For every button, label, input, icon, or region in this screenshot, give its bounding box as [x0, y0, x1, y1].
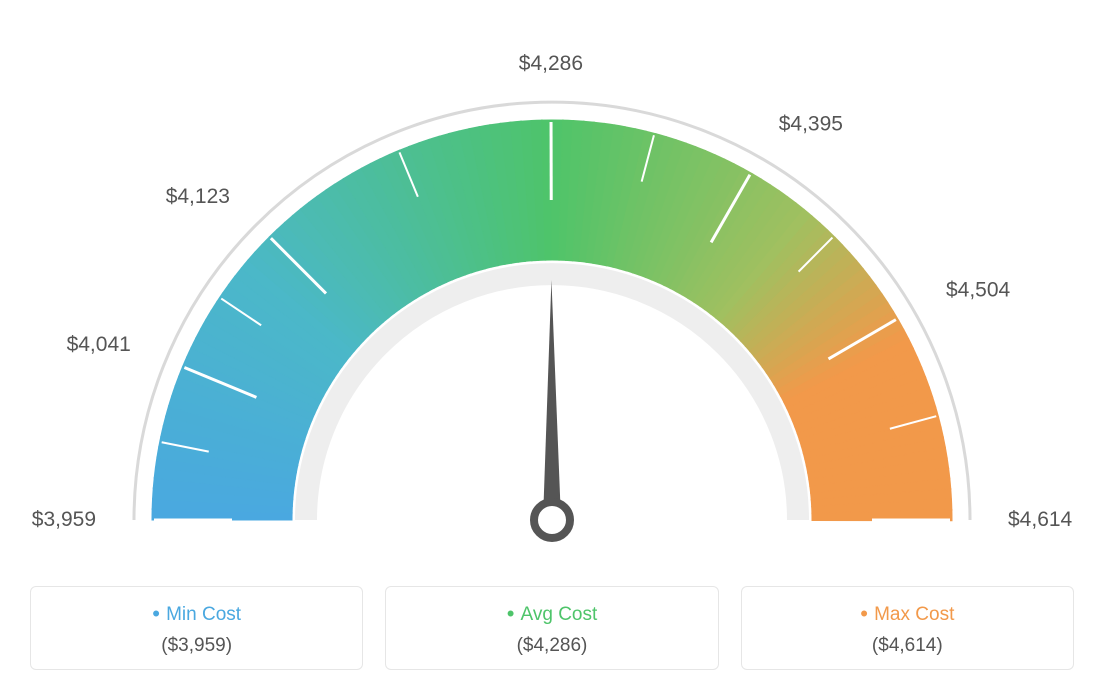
legend-value-min: ($3,959) [41, 635, 352, 657]
tick-label: $4,286 [519, 52, 583, 75]
tick-label: $4,123 [166, 185, 230, 208]
tick-label: $4,614 [1008, 508, 1073, 531]
cost-gauge-chart: $3,959 $4,041 $4,123 $4,286 $4,395 $4,504 $4,6… [0, 0, 1104, 690]
gauge-needle [543, 280, 561, 520]
legend-title-max: Max Cost [752, 601, 1063, 627]
tick-label: $4,395 [779, 112, 843, 135]
legend-row: Min Cost ($3,959) Avg Cost ($4,286) Max … [0, 586, 1104, 670]
legend-title-avg: Avg Cost [396, 601, 707, 627]
legend-value-max: ($4,614) [752, 635, 1063, 657]
legend-title-min: Min Cost [41, 601, 352, 627]
tick-label: $4,504 [946, 278, 1011, 301]
legend-card-min: Min Cost ($3,959) [30, 586, 363, 670]
tick-label: $4,041 [67, 333, 131, 356]
legend-card-avg: Avg Cost ($4,286) [385, 586, 718, 670]
legend-card-max: Max Cost ($4,614) [741, 586, 1074, 670]
legend-value-avg: ($4,286) [396, 635, 707, 657]
needle-hub [534, 502, 570, 538]
tick-label: $3,959 [32, 508, 96, 531]
